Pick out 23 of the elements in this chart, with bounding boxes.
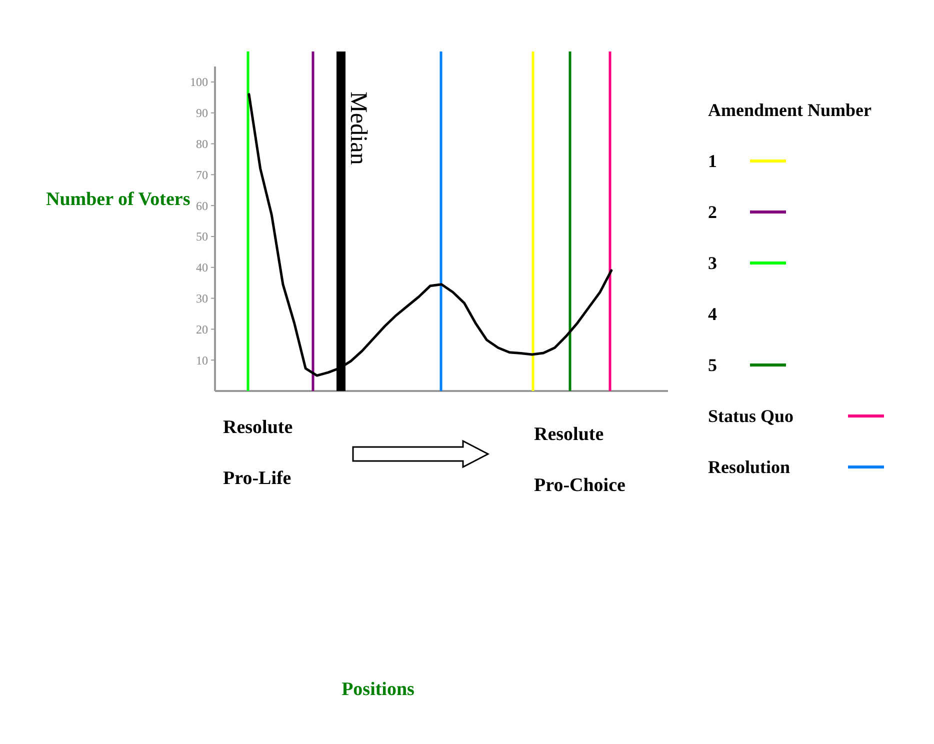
y-tick-label: 90 (196, 106, 208, 120)
text: 1 (708, 151, 717, 171)
y-tick-label: 20 (196, 322, 208, 336)
text: 3 (708, 253, 717, 273)
y-tick-label: 40 (196, 260, 208, 275)
text: 2 (708, 202, 717, 222)
text: Resolute Pro-Life (223, 417, 293, 489)
text: Status Quo (708, 406, 794, 426)
text: Positions (342, 679, 414, 700)
legend-title: Amendment Number (708, 100, 872, 120)
text: Resolution (708, 457, 790, 477)
y-tick-label: 80 (196, 136, 208, 151)
text: Resolute Pro-Choice (534, 424, 626, 496)
y-tick-label: 30 (196, 291, 208, 306)
y-tick-label: 100 (190, 75, 208, 90)
annotation: Median (345, 92, 371, 165)
text: 4 (708, 304, 717, 324)
y-axis-title: Number of Voters (46, 189, 190, 210)
y-tick-label: 10 (196, 353, 208, 368)
y-tick-label: 70 (196, 168, 208, 182)
text: 5 (708, 355, 717, 375)
y-tick-label: 50 (196, 230, 208, 244)
y-tick-label: 60 (196, 198, 208, 213)
